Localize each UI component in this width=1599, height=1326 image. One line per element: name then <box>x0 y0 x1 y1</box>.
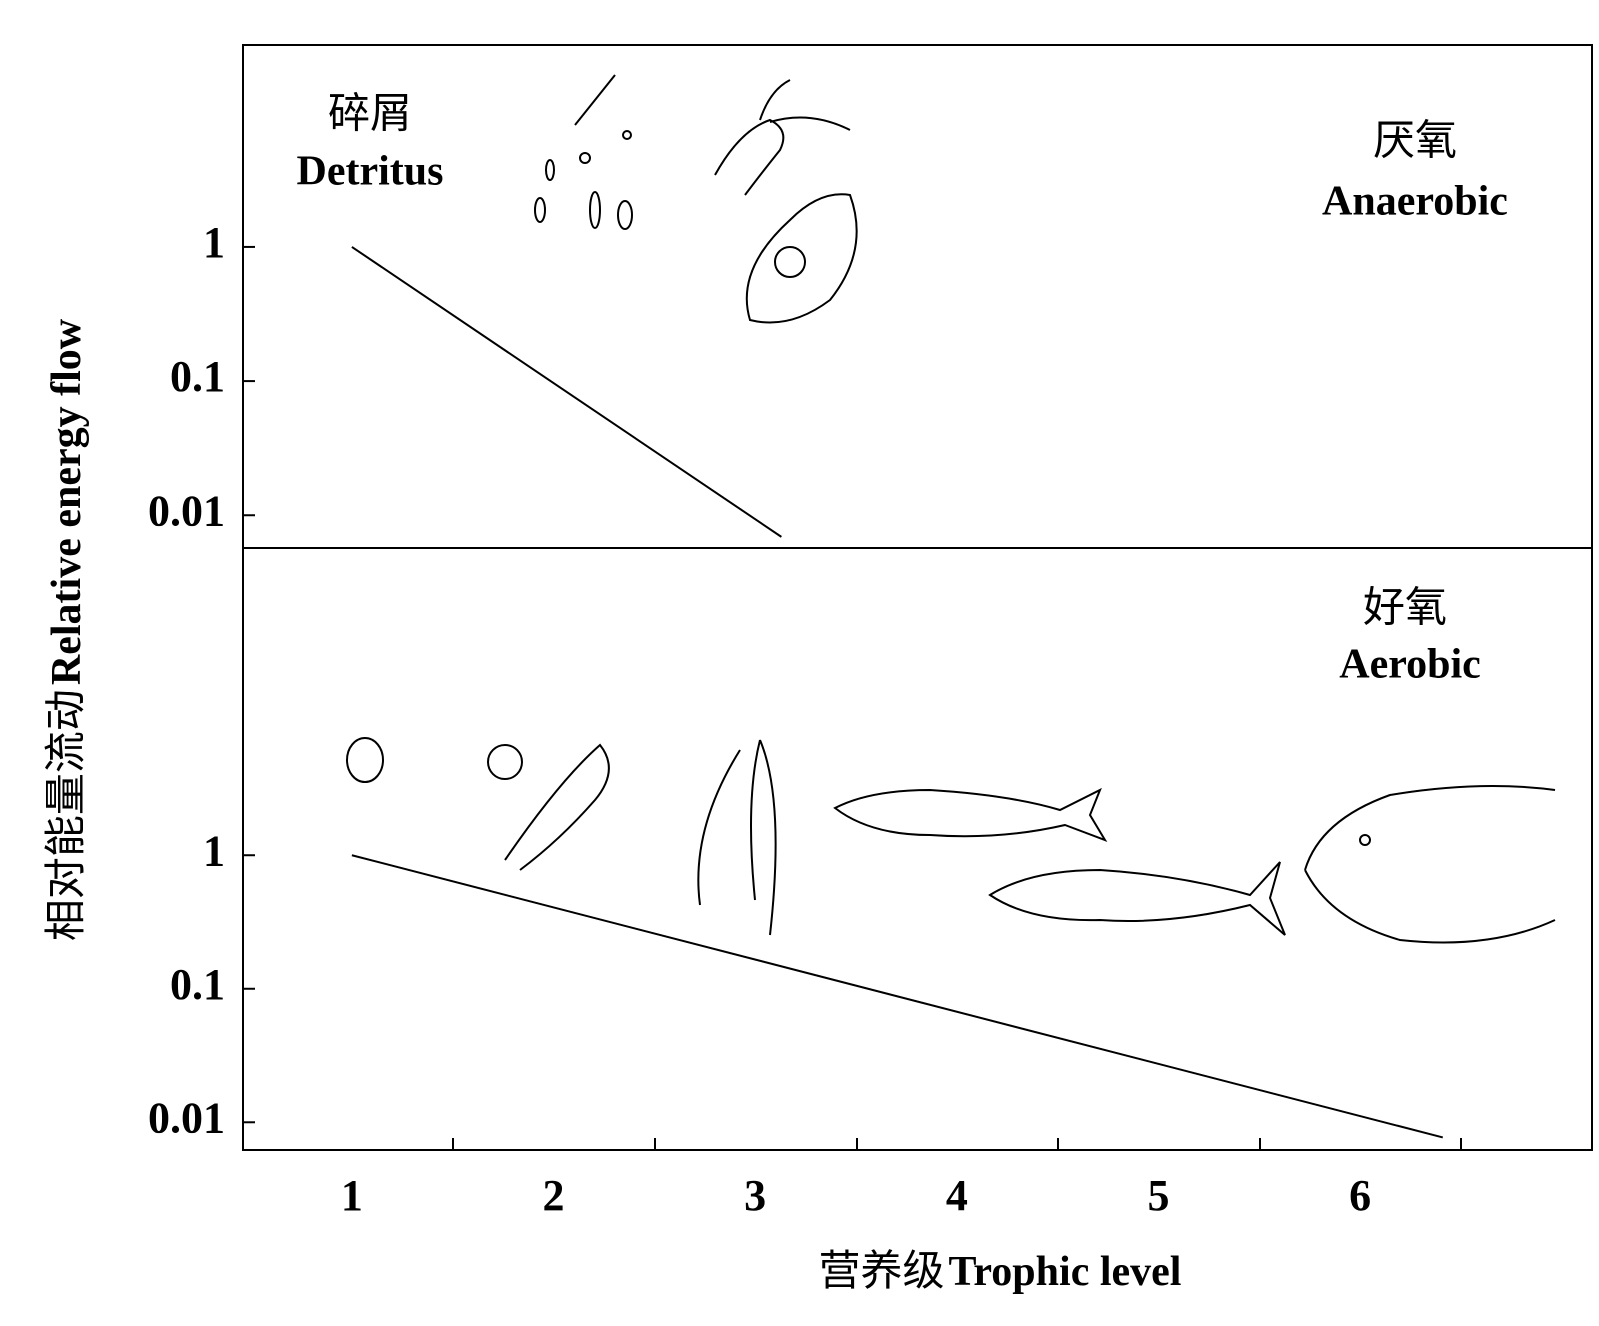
y-axis-title-en: Relative energy flow <box>44 318 90 685</box>
annotation: Detritus <box>297 149 444 195</box>
data-line <box>351 854 1444 1139</box>
x-tick-label: 2 <box>543 1171 565 1220</box>
y-tick-label: 1 <box>203 826 225 875</box>
y-tick-label: 0.01 <box>148 1093 225 1142</box>
y-axis-title-zh: 相对能量流动 <box>44 689 90 941</box>
x-tick-label: 4 <box>946 1171 968 1220</box>
plot-frame <box>242 44 1593 1151</box>
x-tick-label: 5 <box>1147 1171 1169 1220</box>
illustration <box>346 74 1556 944</box>
panel-label: 好氧 <box>1363 586 1447 632</box>
y-axis-title: 相对能量流动 Relative energy flow <box>44 318 90 941</box>
annotation: 碎屑 <box>328 92 412 138</box>
x-tick-label: 6 <box>1349 1171 1371 1220</box>
x-tick-label: 3 <box>744 1171 766 1220</box>
x-tick-label: 1 <box>341 1171 363 1220</box>
y-tick-label: 0.1 <box>170 352 225 401</box>
x-axis-title-zh: 营养级 <box>819 1248 945 1295</box>
data-line <box>351 246 782 538</box>
y-tick-label: 0.1 <box>170 960 225 1009</box>
x-band-ticks <box>452 1138 1462 1150</box>
panel-label: 厌氧 <box>1373 119 1457 165</box>
panel-label: Anaerobic <box>1322 179 1508 225</box>
y-tick-label: 1 <box>203 218 225 267</box>
x-axis-title: 营养级 Trophic level <box>819 1248 1182 1295</box>
y-tick-label: 0.01 <box>148 486 225 535</box>
x-axis-title-en: Trophic level <box>949 1249 1182 1295</box>
panel-label: Aerobic <box>1339 642 1481 688</box>
